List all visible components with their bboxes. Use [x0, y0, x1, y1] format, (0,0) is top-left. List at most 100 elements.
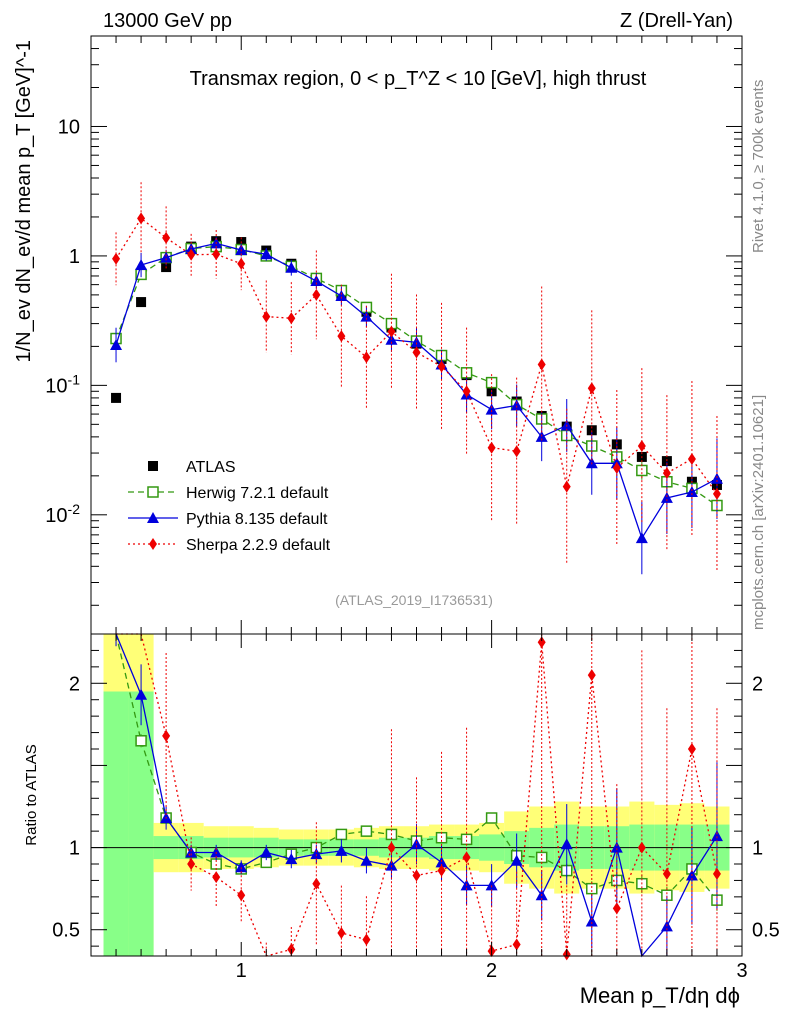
sherpa-point [637, 440, 646, 453]
legend-marker-herwig [147, 486, 159, 498]
ratio-tick-label: 1 [69, 838, 80, 860]
sherpa-point [537, 358, 546, 371]
y-tick-label: 10-2 [45, 501, 80, 527]
plot-title: Transmax region, 0 < p_T^Z < 10 [GeV], h… [190, 68, 647, 90]
pythia-ratio-point [485, 879, 498, 891]
sherpa-point [212, 248, 221, 261]
side-label-rivet: Rivet 4.1.0, ≥ 700k events [750, 80, 767, 253]
sherpa-point [112, 252, 121, 265]
sherpa-point [337, 330, 346, 343]
ratio-tick-label-right: 0.5 [752, 920, 780, 942]
y-tick-label: 10-1 [45, 371, 80, 397]
legend-label-atlas: ATLAS [186, 459, 236, 476]
sherpa-ratio-point [237, 889, 246, 902]
sherpa-ratio-point [612, 902, 621, 915]
header-left: 13000 GeV pp [103, 10, 232, 32]
legend-marker-sherpa [149, 538, 157, 550]
sherpa-point [587, 382, 596, 395]
sherpa-point [287, 312, 296, 325]
x-axis-label: Mean p_T/dη dϕ [580, 983, 740, 1008]
sherpa-point [662, 467, 671, 480]
main-panel: 10-2 10-1 1 10 Transmax region, 0 < p_T^Z <… [13, 35, 743, 635]
sherpa-point [387, 325, 396, 338]
sherpa-point [162, 231, 171, 244]
pythia-point [635, 532, 648, 544]
herwig-ratio-point [586, 882, 598, 895]
ratio-panel: 1 2 30.5 0.51 12 2 Ratio to ATLAS [23, 633, 780, 982]
legend-marker-pythia [147, 512, 159, 523]
legend-label-sherpa: Sherpa 2.2.9 default [186, 537, 331, 554]
pythia-ratio-point [260, 846, 273, 858]
x-tick-label: 2 [486, 960, 497, 982]
pythia-ratio-point [410, 838, 423, 850]
atlas-point [111, 392, 122, 403]
herwig-ratio-point [485, 812, 498, 824]
sherpa-ratio-point [387, 841, 396, 854]
sherpa-ratio-point [637, 841, 646, 854]
legend-label-herwig: Herwig 7.2.1 default [186, 485, 329, 502]
sherpa-point [262, 310, 271, 323]
sherpa-ratio-point [437, 864, 446, 877]
sherpa-ratio-point [712, 867, 721, 880]
sherpa-ratio-point [462, 851, 471, 864]
pythia-ratio-point [285, 853, 298, 865]
sherpa-point [462, 385, 471, 398]
pythia-point [660, 491, 673, 503]
pythia-ratio-point [710, 830, 723, 842]
legend-marker-atlas [148, 461, 158, 471]
sherpa-ratio-point [537, 636, 546, 649]
sherpa-ratio-point [662, 867, 671, 880]
ratio-axis-label: Ratio to ATLAS [23, 744, 40, 845]
ratio-tick-label: 0.5 [52, 920, 80, 942]
analysis-id: (ATLAS_2019_I1736531) [335, 592, 493, 608]
y-axis-label: 1/N_ev dN_ev/d mean p_T [GeV]^-1 [13, 40, 35, 363]
sherpa-ratio-point [212, 871, 221, 884]
sherpa-ratio-point [362, 933, 371, 946]
x-tick-label: 1 [236, 960, 247, 982]
sherpa-point [512, 445, 521, 458]
sherpa-point [187, 248, 196, 261]
herwig-ratio-point [360, 825, 373, 837]
pythia-ratio-point [335, 844, 348, 856]
pythia-point [485, 403, 498, 415]
pythia-point [260, 248, 273, 260]
pythia-ratio-point [210, 846, 223, 858]
herwig-ratio-point [335, 828, 348, 841]
sherpa-ratio-point [587, 669, 596, 682]
sherpa-ratio-point [162, 729, 171, 742]
pythia-point [185, 243, 198, 255]
ratio-tick-label: 2 [69, 673, 80, 695]
sherpa-ratio-point [412, 869, 421, 882]
pythia-ratio-point [185, 846, 198, 858]
pythia-ratio-point [385, 859, 398, 871]
pythia-point [285, 261, 298, 273]
pythia-point [335, 290, 348, 302]
legend: ATLAS Herwig 7.2.1 default Pythia 8.135 de… [128, 459, 331, 554]
y-tick-label: 10 [58, 116, 80, 138]
pythia-ratio-point [135, 688, 148, 700]
sherpa-ratio-point [312, 877, 321, 890]
sherpa-point [137, 212, 146, 225]
ratio-band-inner [128, 691, 154, 956]
sherpa-point [712, 487, 721, 500]
ratio-tick-label-right: 2 [752, 673, 763, 695]
sherpa-point [487, 441, 496, 454]
sherpa-ratio-point [187, 858, 196, 870]
side-label-mcplots: mcplots.cern.ch [arXiv:2401.10621] [750, 395, 767, 630]
pythia-point [110, 339, 123, 351]
sherpa-point [362, 351, 371, 364]
sherpa-point [687, 452, 696, 465]
y-tick-label: 1 [69, 246, 80, 268]
pythia-point [160, 251, 173, 263]
sherpa-point [562, 480, 571, 493]
pythia-ratio-point [235, 861, 248, 873]
sherpa-ratio-point [337, 927, 346, 939]
pythia-point [710, 472, 723, 484]
ratio-tick-label-right: 1 [752, 838, 763, 860]
sherpa-point [437, 360, 446, 373]
pythia-point [685, 486, 698, 498]
legend-label-pythia: Pythia 8.135 default [186, 511, 328, 528]
pythia-ratio-point [360, 854, 373, 866]
pythia-point [135, 259, 148, 271]
